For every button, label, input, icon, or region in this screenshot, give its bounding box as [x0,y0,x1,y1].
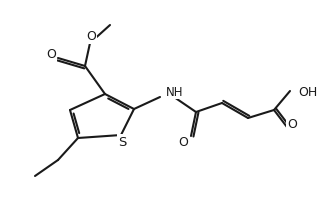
Text: S: S [118,136,126,148]
Text: O: O [287,119,297,131]
Text: O: O [178,136,188,148]
Text: O: O [46,48,56,61]
Text: O: O [86,31,96,44]
Text: OH: OH [298,87,317,99]
Text: NH: NH [166,85,183,99]
